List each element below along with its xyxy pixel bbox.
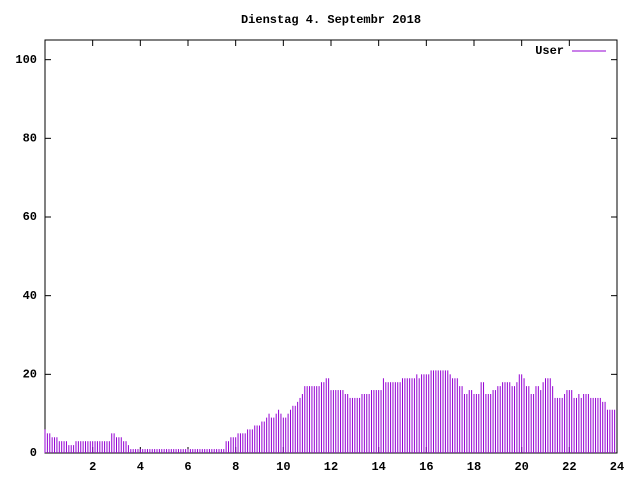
y-tick-label: 0 [30, 446, 37, 460]
x-tick-label: 6 [184, 460, 191, 474]
x-tick-label: 16 [419, 460, 433, 474]
legend-label: User [535, 44, 564, 58]
y-tick-label: 60 [23, 210, 37, 224]
x-tick-label: 10 [276, 460, 290, 474]
x-tick-label: 2 [89, 460, 96, 474]
y-tick-label: 20 [23, 368, 37, 382]
y-tick-label: 40 [23, 289, 37, 303]
x-tick-label: 4 [137, 460, 144, 474]
x-tick-label: 8 [232, 460, 239, 474]
x-tick-label: 24 [610, 460, 624, 474]
chart-title: Dienstag 4. Septembr 2018 [241, 13, 421, 27]
y-tick-label: 100 [15, 53, 37, 67]
x-tick-label: 22 [562, 460, 576, 474]
x-tick-label: 12 [324, 460, 338, 474]
x-tick-label: 18 [467, 460, 481, 474]
y-tick-label: 80 [23, 132, 37, 146]
x-tick-label: 14 [371, 460, 385, 474]
x-tick-label: 20 [514, 460, 528, 474]
